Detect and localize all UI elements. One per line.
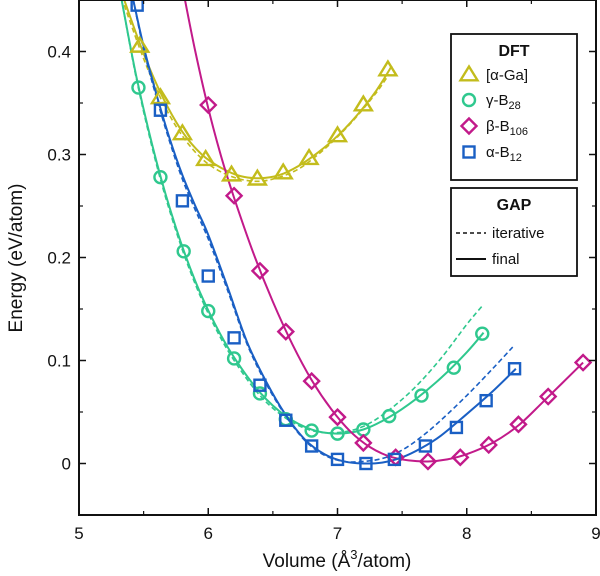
point-ga <box>171 123 194 141</box>
point-alpha <box>479 393 493 408</box>
point-alpha <box>330 452 345 467</box>
legend: DFT [α-Ga] γ-B28 β-B106 α-B12 GAP iterative… <box>450 33 578 277</box>
x-tick-label: 7 <box>333 524 342 543</box>
point-ga <box>298 147 320 166</box>
point-ga <box>377 59 399 77</box>
point-gamma <box>414 388 429 403</box>
point-alpha <box>227 331 241 345</box>
y-tick-label: 0 <box>62 455 71 474</box>
curve-iterative-alpha <box>132 0 516 463</box>
point-gamma <box>304 423 319 438</box>
point-alpha <box>304 439 319 453</box>
legend-marker-alpha <box>462 145 476 159</box>
point-beta <box>509 415 528 434</box>
legend-entries: [α-Ga] γ-B28 β-B106 α-B12 <box>458 64 528 164</box>
point-alpha <box>507 362 522 376</box>
curve-final-beta <box>184 0 584 463</box>
legend-label-ga: [α-Ga] <box>486 67 528 84</box>
legend-label-gamma: γ-B28 <box>486 92 521 112</box>
point-ga <box>129 35 151 53</box>
point-beta <box>354 433 373 453</box>
point-beta <box>328 407 347 427</box>
point-alpha <box>418 439 433 453</box>
point-gamma <box>176 244 191 259</box>
x-tick-label: 8 <box>462 524 471 543</box>
legend-iterative-label: iterative <box>492 225 545 242</box>
point-gamma <box>201 303 216 319</box>
point-ga <box>195 148 217 167</box>
point-beta <box>418 452 438 471</box>
y-tick-label: 0.2 <box>47 249 71 268</box>
point-alpha <box>175 194 190 208</box>
point-beta <box>302 371 321 391</box>
markers-layer <box>129 0 593 471</box>
legend-marker-ga <box>458 64 480 82</box>
legend-dft-title: DFT <box>498 43 529 60</box>
legend-label-alpha: α-B12 <box>486 144 522 164</box>
point-gamma <box>446 360 462 375</box>
point-gamma <box>226 351 242 366</box>
point-alpha <box>153 103 168 117</box>
y-tick-label: 0.4 <box>47 43 71 62</box>
point-beta <box>276 322 295 341</box>
x-tick-label: 5 <box>74 524 83 543</box>
x-axis: 5 6 7 8 9 <box>74 0 600 543</box>
point-gamma <box>131 80 146 95</box>
legend-marker-beta <box>459 116 479 136</box>
point-alpha <box>279 413 293 427</box>
point-ga <box>220 164 243 182</box>
x-tick-label: 9 <box>591 524 600 543</box>
point-beta <box>199 95 218 115</box>
y-axis: 0 0.1 0.2 0.3 0.4 <box>47 0 596 516</box>
point-ga <box>149 87 172 105</box>
curve-iterative-gamma <box>120 0 483 434</box>
point-alpha <box>201 269 215 283</box>
point-beta <box>479 435 498 455</box>
point-alpha <box>253 378 267 392</box>
y-tick-label: 0.1 <box>47 352 71 371</box>
x-axis-title: Volume (Å3/atom) <box>263 547 412 572</box>
point-ga <box>246 168 269 186</box>
point-ga <box>352 94 375 112</box>
point-alpha <box>449 420 464 435</box>
point-gamma <box>475 326 490 341</box>
point-alpha <box>359 456 373 471</box>
legend-marker-gamma <box>461 92 477 108</box>
point-beta <box>224 186 244 205</box>
point-gamma <box>330 426 345 441</box>
point-gamma <box>382 408 397 424</box>
point-ga <box>326 125 349 143</box>
point-alpha <box>387 452 402 467</box>
legend-box-dft <box>450 33 578 181</box>
point-ga <box>272 162 294 180</box>
curve-final-gamma <box>120 0 485 435</box>
point-gamma <box>153 169 168 185</box>
curve-final-ga <box>123 0 393 180</box>
x-tick-label: 6 <box>204 524 213 543</box>
point-beta <box>538 387 558 406</box>
point-gamma <box>252 386 268 401</box>
y-tick-label: 0.3 <box>47 146 71 165</box>
point-beta <box>451 448 470 467</box>
legend-label-beta: β-B106 <box>486 118 528 138</box>
point-beta <box>250 261 270 281</box>
y-axis-title: Energy (eV/atom) <box>6 184 27 333</box>
point-alpha <box>130 0 144 12</box>
legend-gap-title: GAP <box>497 197 532 214</box>
legend-box-gap <box>450 187 578 277</box>
point-beta <box>573 353 593 372</box>
legend-final-label: final <box>492 251 520 268</box>
